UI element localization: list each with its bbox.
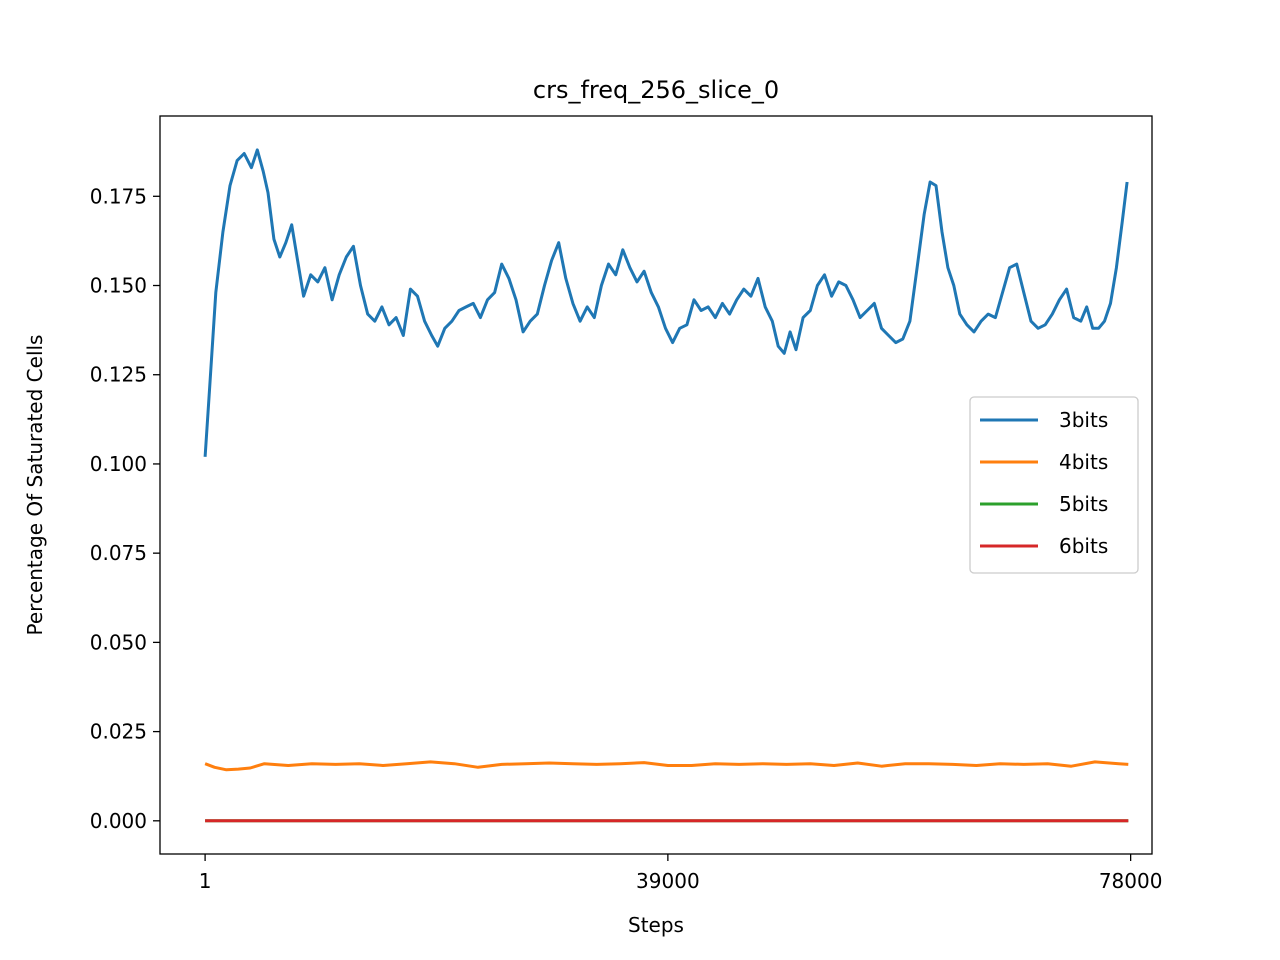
- y-tick-label: 0.075: [90, 541, 147, 565]
- y-axis-title: Percentage Of Saturated Cells: [23, 335, 47, 636]
- x-tick-label: 78000: [1099, 869, 1163, 893]
- y-tick-label: 0.175: [90, 184, 147, 208]
- y-axis: 0.000 0.025 0.050 0.075 0.100 0.125 0.150 0.175: [90, 184, 160, 833]
- x-axis-title: Steps: [628, 913, 684, 937]
- legend: 3bits 4bits 5bits 6bits: [969, 396, 1139, 574]
- series-line-3bits: [203, 148, 1129, 457]
- x-axis: 1 39000 78000: [199, 854, 1163, 893]
- x-tick-label: 39000: [636, 869, 700, 893]
- legend-label-4bits: 4bits: [1059, 450, 1108, 474]
- chart-title: crs_freq_256_slice_0: [533, 76, 779, 104]
- x-tick-label: 1: [199, 869, 212, 893]
- y-tick-label: 0.050: [90, 630, 147, 654]
- series-lines: [203, 148, 1129, 823]
- series-line-4bits: [204, 760, 1129, 772]
- y-tick-label: 0.000: [90, 809, 147, 833]
- legend-label-3bits: 3bits: [1059, 408, 1108, 432]
- y-tick-label: 0.125: [90, 363, 147, 387]
- legend-box: [969, 396, 1139, 574]
- plot-frame: [159, 115, 1153, 855]
- legend-label-6bits: 6bits: [1059, 534, 1108, 558]
- legend-label-5bits: 5bits: [1059, 492, 1108, 516]
- y-tick-label: 0.100: [90, 452, 147, 476]
- y-tick-label: 0.150: [90, 274, 147, 298]
- y-tick-label: 0.025: [90, 720, 147, 744]
